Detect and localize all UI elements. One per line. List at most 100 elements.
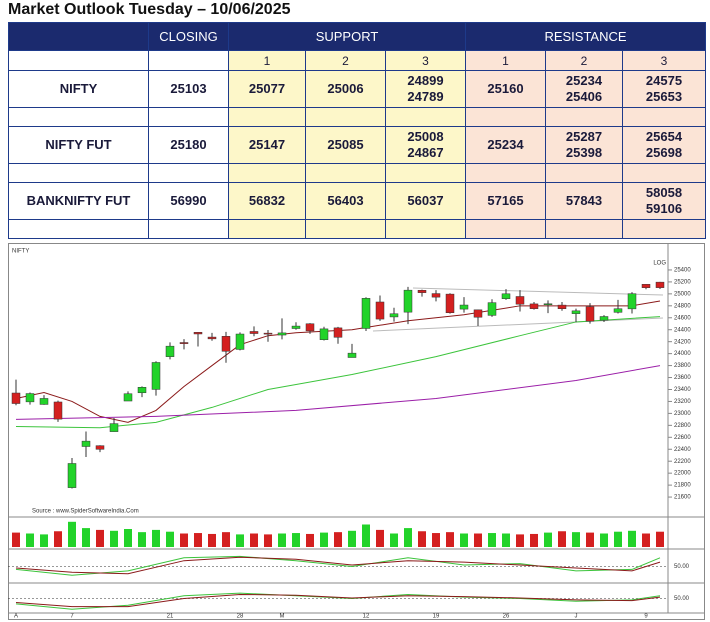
volume-bar <box>278 533 286 547</box>
spacer <box>465 219 546 239</box>
candle-body <box>165 345 175 357</box>
candle-body <box>431 293 441 298</box>
closing-value: 25180 <box>148 126 229 164</box>
candle-body <box>123 393 133 402</box>
volume-bar <box>446 532 454 547</box>
candle-body <box>571 310 581 314</box>
volume-bar <box>656 531 664 547</box>
candle-body <box>81 440 91 447</box>
spacer <box>622 219 706 239</box>
header-cell: CLOSING <box>148 22 229 51</box>
y-tick-label: 22200 <box>674 459 691 465</box>
volume-bar <box>432 533 440 547</box>
volume-bar <box>614 531 622 547</box>
x-tick-label: 7 <box>70 614 74 620</box>
moving-average <box>15 365 661 420</box>
support-value: 25077 <box>228 70 306 108</box>
y-tick-label: 22000 <box>674 471 691 477</box>
candle-body <box>613 308 623 313</box>
volume-bar <box>404 528 412 547</box>
x-tick-label: 26 <box>503 614 510 620</box>
cell-text: 25180 <box>170 137 207 152</box>
cell-text: 25398 <box>565 145 603 160</box>
volume-bar <box>166 531 174 547</box>
candle-body <box>67 463 77 488</box>
candle-body <box>655 281 665 288</box>
cell-text: 1 <box>502 53 509 68</box>
spacer <box>228 163 306 183</box>
volume-bar <box>348 530 356 547</box>
cell-text: 25147 <box>248 137 286 152</box>
chart: NIFTY Source : www.SpiderSoftwareIndia.C… <box>8 243 705 620</box>
volume-bar <box>138 532 146 547</box>
cell-text: 56832 <box>248 193 286 208</box>
cell-text: RESISTANCE <box>544 28 627 44</box>
resistance-value: 25234 <box>465 126 546 164</box>
cell-text: 25654 <box>645 129 683 144</box>
candle-body <box>137 387 147 394</box>
volume-bar <box>390 533 398 547</box>
candle-body <box>585 306 595 322</box>
y-tick-label: 24000 <box>674 351 691 357</box>
volume-bar <box>558 531 566 547</box>
support-value: 56403 <box>305 182 386 220</box>
resistance-value: 57843 <box>545 182 623 220</box>
level-label: 1 <box>465 50 546 71</box>
candle-body <box>529 303 539 309</box>
candle-body <box>277 332 287 336</box>
cell-text: 25085 <box>327 137 364 152</box>
spacer <box>228 219 306 239</box>
volume-bar <box>292 533 300 547</box>
volume-bar <box>194 533 202 547</box>
support-value: 56037 <box>385 182 466 220</box>
oscillator-line <box>15 555 661 576</box>
volume-bar <box>544 532 552 547</box>
moving-average <box>15 300 661 423</box>
closing-value: 56990 <box>148 182 229 220</box>
candle-body <box>389 313 399 318</box>
volume-bar <box>208 533 216 547</box>
candle-body <box>207 336 217 340</box>
x-tick-label: A <box>14 614 18 620</box>
candle-body <box>291 325 301 329</box>
cell-text: 24899 <box>407 73 444 88</box>
spacer <box>385 163 466 183</box>
cell-text: 25234 <box>565 73 603 88</box>
candle-body <box>235 333 245 350</box>
spacer <box>385 107 466 127</box>
candle-body <box>445 293 455 313</box>
y-tick-label: 22800 <box>674 423 691 429</box>
candle-body <box>333 327 343 338</box>
x-tick-label: 21 <box>167 614 174 620</box>
oscillator-line <box>15 593 661 608</box>
support-value: 24899 24789 <box>385 70 466 108</box>
oscillator-line <box>15 556 661 575</box>
spacer <box>305 107 386 127</box>
resistance-value: 25234 25406 <box>545 70 623 108</box>
x-tick-label: M <box>280 614 285 620</box>
volume-bar <box>516 534 524 547</box>
volume-bar <box>376 529 384 547</box>
candle-body <box>25 393 35 403</box>
volume-bar <box>320 532 328 547</box>
spacer <box>545 219 623 239</box>
candle-body <box>403 289 413 313</box>
candle-body <box>305 323 315 332</box>
candle-body <box>179 342 189 344</box>
volume-bar <box>362 524 370 547</box>
y-tick-label: 23000 <box>674 411 691 417</box>
spacer <box>228 107 306 127</box>
cell-text: 25287 <box>565 129 603 144</box>
volume-bar <box>124 529 132 547</box>
cell-text: 25008 <box>407 129 444 144</box>
y-tick-label: 22600 <box>674 435 691 441</box>
closing-value: 25103 <box>148 70 229 108</box>
x-tick-label: 28 <box>237 614 244 620</box>
y-tick-label: 24600 <box>674 315 691 321</box>
volume-bar <box>236 534 244 547</box>
volume-bar <box>572 532 580 547</box>
candle-body <box>319 328 329 340</box>
level-label: 1 <box>228 50 306 71</box>
y-tick-label: 21800 <box>674 483 691 489</box>
candle-body <box>627 293 637 310</box>
